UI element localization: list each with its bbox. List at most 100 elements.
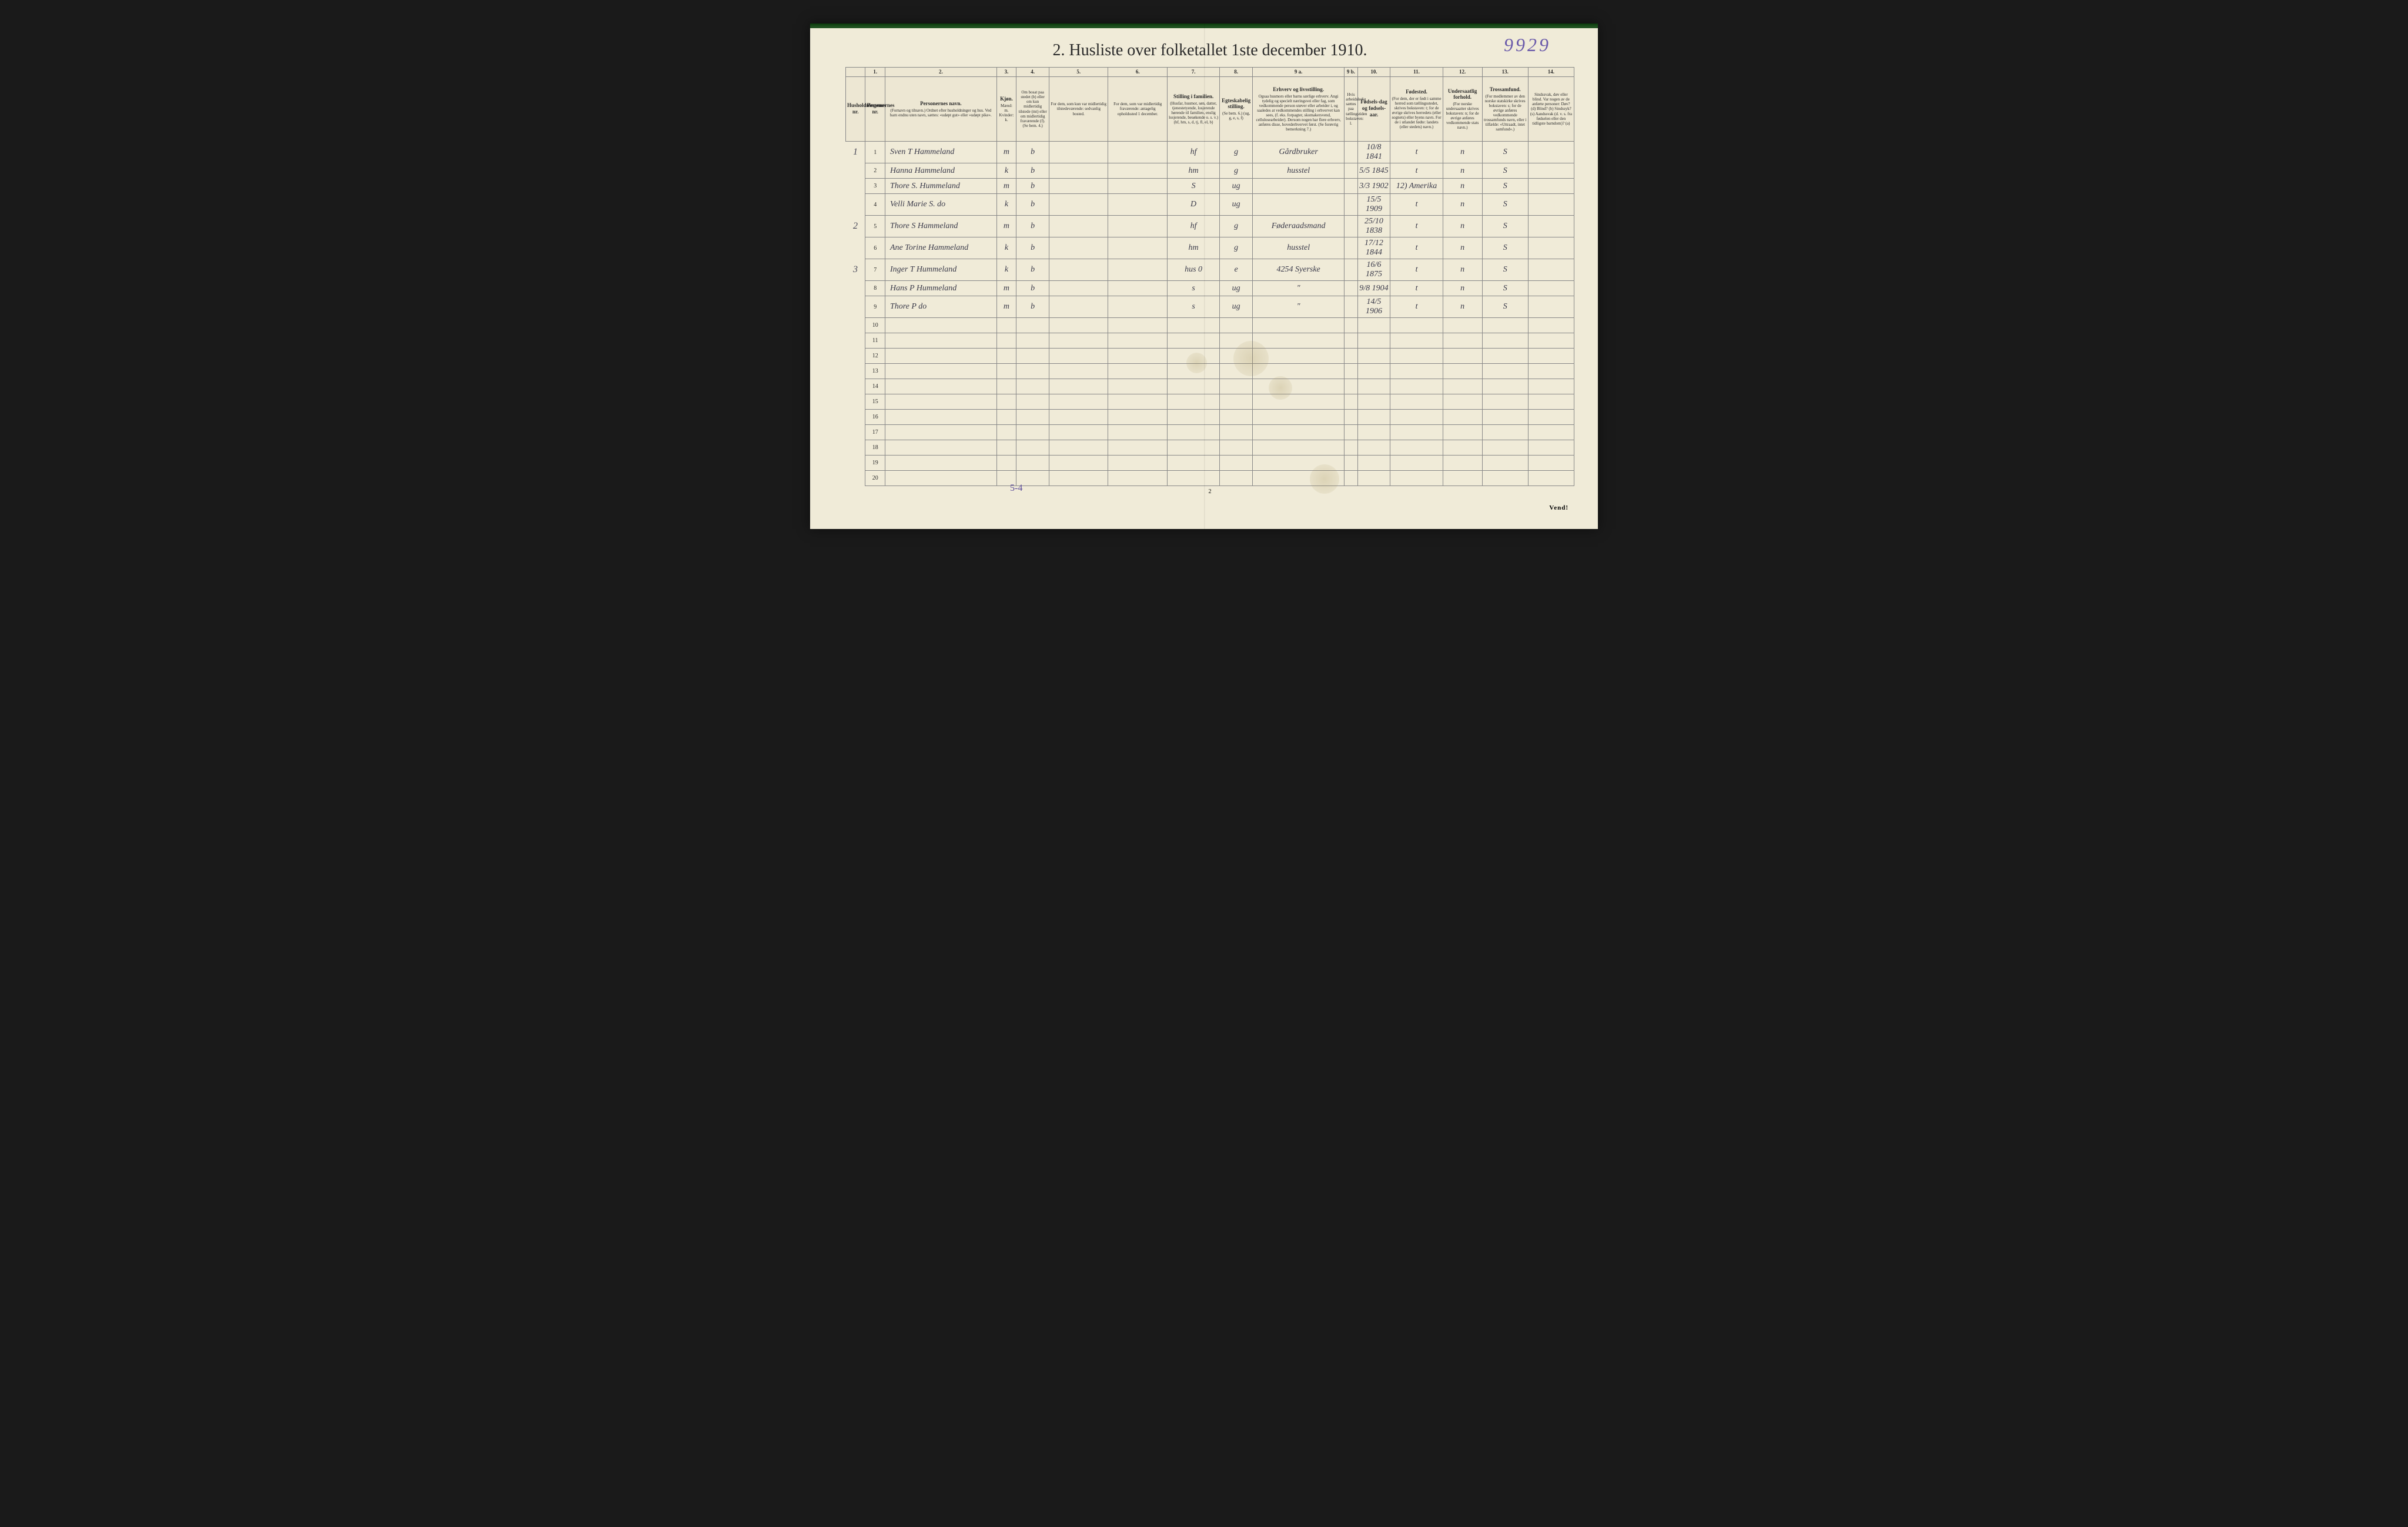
cell-empty: [1220, 333, 1253, 349]
cell-empty: [1357, 349, 1390, 364]
cell-empty: [846, 364, 865, 379]
cell-empty: [1108, 425, 1167, 440]
column-header: Kjøn.Mænd: m. Kvinder: k.: [996, 77, 1016, 142]
page-title: 2. Husliste over folketallet 1ste decemb…: [845, 41, 1574, 60]
cell-empty: [1220, 456, 1253, 471]
cell-c6: [1108, 179, 1167, 194]
cell-sex: m: [996, 296, 1016, 318]
cell-name: Thore S. Hummeland: [885, 179, 996, 194]
cell-empty: [1345, 394, 1357, 410]
cell-margin: 2: [846, 216, 865, 237]
cell-empty: [1482, 410, 1528, 425]
cell-rel: S: [1482, 216, 1528, 237]
cell-c6: [1108, 259, 1167, 281]
cell-empty: [996, 379, 1016, 394]
cell-c9b: [1345, 281, 1357, 296]
table-row: 2Hanna Hammelandkbhmghusstel5/5 1845tnS: [846, 163, 1574, 179]
cell-empty: 18: [865, 440, 885, 456]
cell-empty: 20: [865, 471, 885, 486]
cell-birthplace: t: [1390, 142, 1443, 163]
cell-empty: [1220, 364, 1253, 379]
column-number: 2.: [885, 68, 996, 77]
cell-n: 9: [865, 296, 885, 318]
cell-nat: n: [1443, 216, 1482, 237]
cell-empty: [1482, 440, 1528, 456]
column-header: Erhverv og livsstilling.Ogsaa husmors el…: [1253, 77, 1345, 142]
cell-c9b: [1345, 216, 1357, 237]
cell-res: b: [1016, 179, 1049, 194]
cell-c5: [1049, 237, 1108, 259]
cell-empty: [1049, 379, 1108, 394]
cell-empty: [1482, 349, 1528, 364]
cell-birthplace: t: [1390, 281, 1443, 296]
cell-empty: [1167, 364, 1219, 379]
cell-empty: [1220, 349, 1253, 364]
cell-empty: [996, 425, 1016, 440]
table-row: 3Thore S. HummelandmbSug3/3 190212) Amer…: [846, 179, 1574, 194]
cell-c14: [1528, 259, 1574, 281]
cell-c6: [1108, 163, 1167, 179]
cell-res: b: [1016, 296, 1049, 318]
cell-rel: S: [1482, 281, 1528, 296]
cell-empty: [1253, 440, 1345, 456]
cell-empty: [1357, 333, 1390, 349]
cell-c9b: [1345, 179, 1357, 194]
cell-c14: [1528, 237, 1574, 259]
cell-fam: s: [1167, 296, 1219, 318]
cell-empty: [1345, 410, 1357, 425]
cell-n: 5: [865, 216, 885, 237]
cell-empty: [1443, 349, 1482, 364]
cell-empty: [1482, 318, 1528, 333]
cell-empty: [1443, 379, 1482, 394]
cell-c14: [1528, 281, 1574, 296]
column-header: Personernes navn.(Fornavn og tilnavn.) O…: [885, 77, 996, 142]
cell-res: b: [1016, 281, 1049, 296]
cell-fam: hf: [1167, 142, 1219, 163]
cell-birthplace: t: [1390, 194, 1443, 216]
cell-empty: [1443, 333, 1482, 349]
cell-mar: g: [1220, 237, 1253, 259]
table-row: 6Ane Torine Hammelandkbhmghusstel17/12 1…: [846, 237, 1574, 259]
cell-empty: [1528, 318, 1574, 333]
table-row-empty: 11: [846, 333, 1574, 349]
cell-fam: hf: [1167, 216, 1219, 237]
cell-empty: [1049, 410, 1108, 425]
cell-fam: D: [1167, 194, 1219, 216]
cell-empty: [1528, 456, 1574, 471]
table-row-empty: 15: [846, 394, 1574, 410]
cell-n: 2: [865, 163, 885, 179]
cell-empty: [1016, 364, 1049, 379]
cell-res: b: [1016, 163, 1049, 179]
cell-sex: k: [996, 259, 1016, 281]
cell-mar: g: [1220, 216, 1253, 237]
cell-empty: [885, 440, 996, 456]
cell-empty: 15: [865, 394, 885, 410]
cell-empty: [1528, 349, 1574, 364]
cell-sex: m: [996, 142, 1016, 163]
cell-empty: [996, 364, 1016, 379]
table-row-empty: 13: [846, 364, 1574, 379]
cell-occ: ": [1253, 281, 1345, 296]
cell-sex: m: [996, 281, 1016, 296]
cell-dob: 25/10 1838: [1357, 216, 1390, 237]
cell-empty: [1482, 394, 1528, 410]
cell-c9b: [1345, 259, 1357, 281]
cell-dob: 9/8 1904: [1357, 281, 1390, 296]
cell-empty: [1357, 394, 1390, 410]
cell-empty: [1345, 349, 1357, 364]
column-number: 11.: [1390, 68, 1443, 77]
cell-name: Thore P do: [885, 296, 996, 318]
cell-n: 4: [865, 194, 885, 216]
cell-name: Thore S Hammeland: [885, 216, 996, 237]
cell-name: Velli Marie S. do: [885, 194, 996, 216]
cell-empty: [1528, 394, 1574, 410]
cell-empty: [1167, 379, 1219, 394]
column-header: Trossamfund.(For medlemmer av den norske…: [1482, 77, 1528, 142]
cell-c5: [1049, 194, 1108, 216]
column-number: 12.: [1443, 68, 1482, 77]
cell-c9b: [1345, 163, 1357, 179]
column-header: Sindssvak, døv eller blind. Var nogen av…: [1528, 77, 1574, 142]
cell-c6: [1108, 237, 1167, 259]
column-number: [846, 68, 865, 77]
cell-empty: [1016, 333, 1049, 349]
